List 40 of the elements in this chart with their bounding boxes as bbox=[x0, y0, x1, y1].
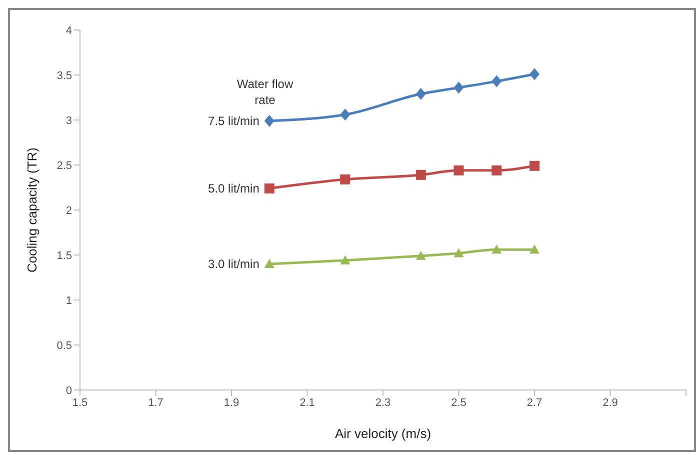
y-tick-label: 0.5 bbox=[56, 340, 72, 352]
point bbox=[340, 108, 350, 121]
y-tick-label: 2 bbox=[66, 204, 72, 217]
point bbox=[264, 114, 274, 127]
x-tick-label: 1.9 bbox=[224, 396, 240, 409]
y-tick-label: 1 bbox=[66, 294, 72, 307]
point bbox=[530, 160, 540, 171]
y-axis-title: Cooling capacity (TR) bbox=[24, 148, 40, 272]
x-tick-label: 2.3 bbox=[375, 396, 391, 409]
annotation: Water flow rate bbox=[236, 76, 294, 108]
point bbox=[454, 165, 464, 176]
x-tick-label: 2.5 bbox=[451, 396, 466, 409]
point bbox=[492, 165, 502, 176]
y-tick-label: 3.5 bbox=[56, 70, 72, 82]
x-tick-label: 2.1 bbox=[300, 396, 315, 409]
point bbox=[416, 88, 426, 100]
point bbox=[492, 75, 502, 88]
point bbox=[492, 244, 502, 254]
series-label: 7.5 lit/min bbox=[208, 114, 260, 128]
y-tick-label: 4 bbox=[66, 24, 72, 37]
point bbox=[264, 259, 274, 268]
y-tick-label: 1.5 bbox=[56, 250, 72, 262]
point bbox=[530, 68, 540, 80]
series-label: 5.0 lit/min bbox=[208, 181, 260, 196]
point bbox=[454, 248, 464, 258]
x-axis-title: Air velocity (m/s) bbox=[334, 426, 432, 441]
x-tick-label: 1.7 bbox=[148, 396, 164, 409]
point bbox=[454, 82, 464, 94]
x-tick-label: 2.9 bbox=[602, 396, 618, 409]
x-tick-label: 2.7 bbox=[526, 396, 542, 409]
y-tick-label: 0 bbox=[66, 384, 72, 397]
y-tick-label: 2.5 bbox=[56, 160, 72, 172]
point bbox=[530, 244, 540, 254]
point bbox=[416, 250, 426, 260]
point bbox=[340, 255, 350, 264]
series-label: 3.0 lit/min bbox=[208, 257, 260, 271]
point bbox=[264, 183, 274, 194]
point bbox=[340, 174, 350, 184]
y-tick-label: 3 bbox=[66, 114, 72, 127]
point bbox=[416, 170, 426, 180]
